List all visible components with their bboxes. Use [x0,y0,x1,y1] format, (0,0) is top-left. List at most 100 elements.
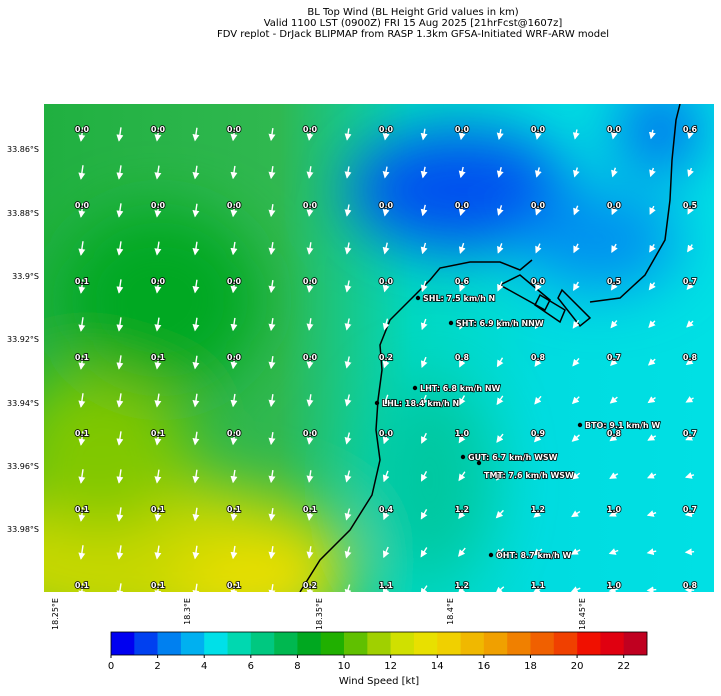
grid-value: 0.0 [151,201,166,210]
grid-value: 0.0 [455,125,470,134]
colorbar-bin [507,632,531,655]
lon-label: 18.25°E [51,598,60,630]
colorbar-bin [577,632,601,655]
grid-value: 0.8 [683,581,698,590]
grid-value: 1.2 [531,505,545,514]
lat-label: 33.86°S [7,145,39,154]
station-label: SHL: 7.5 km/h N [423,294,495,303]
station-label: GUT: 6.7 km/h WSW [468,453,558,462]
grid-value: 0.0 [455,201,470,210]
lat-label: 33.88°S [7,209,39,218]
grid-value: 0.0 [607,201,622,210]
grid-value: 0.0 [379,201,394,210]
grid-value: 1.0 [607,581,622,590]
colorbar-bin [624,632,648,655]
colorbar-tick-label: 6 [248,661,254,672]
colorbar-tick-label: 22 [617,661,630,672]
lat-label: 33.9°S [12,272,39,281]
grid-value: 1.2 [455,581,469,590]
title-line: FDV replot - DrJack BLIPMAP from RASP 1.… [217,29,609,40]
colorbar-bin [228,632,252,655]
grid-value: 0.4 [379,505,394,514]
colorbar-bin [181,632,205,655]
colorbar-tick-label: 20 [571,661,584,672]
grid-value: 0.0 [227,125,242,134]
lat-label: 33.92°S [7,335,39,344]
grid-value: 0.8 [455,353,470,362]
station-label: TMT: 7.6 km/h WSW [484,471,574,480]
colorbar-bin [484,632,508,655]
station-label: SHT: 6.9 km/h NNW [456,319,544,328]
wind-arrow [648,590,657,591]
colorbar-bin [437,632,461,655]
colorbar-bin [158,632,182,655]
colorbar-bin [600,632,624,655]
grid-value: 0.1 [227,505,242,514]
grid-value: 0.0 [227,201,242,210]
grid-value: 0.0 [75,125,90,134]
grid-value: 1.0 [455,429,470,438]
grid-value: 0.1 [151,429,166,438]
grid-value: 0.0 [379,429,394,438]
grid-value: 1.0 [607,505,622,514]
lon-label: 18.3°E [183,598,192,625]
colorbar-tick-label: 12 [384,661,397,672]
colorbar-bin [367,632,391,655]
colorbar-tick-label: 14 [431,661,444,672]
station-dot [578,423,582,427]
grid-value: 0.7 [607,353,621,362]
colorbar-bin [461,632,485,655]
grid-value: 0.1 [151,505,166,514]
grid-value: 0.1 [75,429,90,438]
grid-value: 0.0 [303,201,318,210]
colorbar-tick-label: 0 [108,661,114,672]
station-dot [489,553,493,557]
grid-value: 0.8 [607,429,622,438]
grid-value: 0.0 [75,201,90,210]
grid-value: 0.0 [227,277,242,286]
colorbar-bin [204,632,228,655]
colorbar-label: Wind Speed [kt] [339,676,419,687]
colorbar-bin [297,632,321,655]
grid-value: 0.1 [75,505,90,514]
grid-value: 1.2 [455,505,469,514]
title-line: BL Top Wind (BL Height Grid values in km… [307,7,518,18]
grid-value: 0.0 [151,125,166,134]
grid-value: 0.0 [379,125,394,134]
grid-value: 0.2 [303,581,317,590]
grid-value: 0.7 [683,429,697,438]
grid-value: 0.8 [683,353,698,362]
grid-value: 0.1 [227,581,242,590]
colorbar-bin [530,632,554,655]
map-field [0,90,714,640]
colorbar-bin [251,632,275,655]
station-dot [449,321,453,325]
station-label: LHT: 6.8 km/h NW [420,384,501,393]
grid-value: 0.0 [379,277,394,286]
title: BL Top Wind (BL Height Grid values in km… [217,7,609,40]
station-dot [416,296,420,300]
grid-value: 0.1 [75,353,90,362]
grid-value: 0.6 [455,277,470,286]
grid-value: 0.5 [607,277,622,286]
grid-value: 0.8 [531,353,546,362]
grid-value: 0.0 [531,201,546,210]
grid-value: 0.0 [303,125,318,134]
grid-value: 1.1 [531,581,546,590]
grid-value: 0.2 [379,353,393,362]
grid-value: 0.0 [531,277,546,286]
grid-value: 0.7 [683,505,697,514]
colorbar-bin [414,632,438,655]
colorbar-tick-label: 16 [478,661,491,672]
colorbar-tick-label: 2 [154,661,160,672]
grid-value: 0.0 [151,277,166,286]
grid-value: 0.0 [303,277,318,286]
lon-label: 18.45°E [578,598,587,630]
colorbar-bin [554,632,578,655]
station-label: OHT: 8.7 km/h W [496,551,572,560]
grid-value: 0.1 [303,505,318,514]
grid-value: 0.0 [531,125,546,134]
grid-value: 0.0 [303,429,318,438]
